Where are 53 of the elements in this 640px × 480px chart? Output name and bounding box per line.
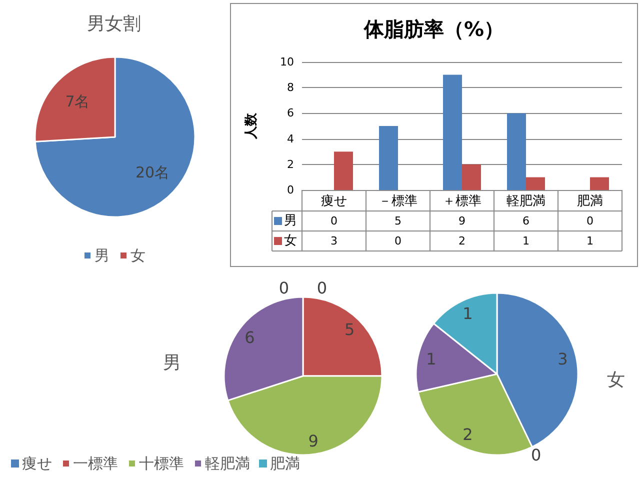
bar — [379, 126, 398, 190]
data-label: 1 — [462, 304, 473, 323]
chart-title: 男女割 — [87, 14, 141, 34]
x-tick-label: 軽肥満 — [506, 194, 546, 209]
data-label: 5 — [344, 320, 355, 339]
data-label: 2 — [462, 425, 473, 444]
data-label: 3 — [330, 234, 338, 248]
data-label: 6 — [522, 214, 530, 228]
bar — [443, 74, 462, 190]
y-tick-label: 6 — [287, 106, 294, 120]
legend-label: 軽肥満 — [205, 454, 250, 472]
text: 0 — [316, 278, 328, 298]
legend-label: 肥満 — [270, 454, 300, 472]
x-tick-label: －標準 — [378, 194, 418, 209]
bar — [507, 113, 526, 190]
data-label: 6 — [244, 328, 255, 347]
y-axis-title: 人数 — [244, 112, 259, 140]
legend-label: 一標準 — [73, 454, 118, 472]
legend-label: 男 — [284, 214, 297, 228]
bar — [526, 177, 545, 190]
y-tick-label: 0 — [287, 184, 294, 196]
data-label: 7名 — [65, 92, 90, 111]
data-label: 1 — [586, 234, 594, 248]
bar — [334, 152, 353, 190]
data-label: 0 — [394, 234, 402, 248]
legend-label: 十標準 — [139, 454, 184, 472]
y-tick-label: 2 — [287, 158, 294, 171]
data-label: 5 — [394, 214, 402, 228]
x-tick-label: 痩せ — [321, 194, 347, 209]
legend-label: 男 — [94, 246, 110, 264]
data-label: 3 — [558, 349, 568, 368]
legend-label: 女 — [284, 234, 297, 248]
data-label: 0 — [330, 214, 338, 228]
chart-title: 体脂肪率（%） — [362, 17, 504, 41]
slice-label: 女 — [607, 370, 625, 390]
y-tick-label: 4 — [287, 132, 294, 146]
slice-label: 男 — [163, 352, 181, 374]
data-label: 20名 — [135, 163, 170, 182]
y-tick-label: 8 — [287, 81, 294, 94]
y-tick-label: 10 — [280, 56, 294, 68]
legend-label: 痩せ — [22, 454, 52, 472]
text: 0 — [530, 446, 542, 465]
x-tick-label: ＋標準 — [442, 194, 482, 209]
x-tick-label: 肥満 — [577, 194, 603, 209]
data-label: 1 — [522, 234, 530, 248]
data-label: 1 — [426, 349, 436, 368]
data-label: 9 — [458, 214, 466, 228]
bar — [462, 164, 481, 190]
data-label: 0 — [586, 214, 594, 228]
bar — [590, 177, 609, 190]
data-label: 9 — [308, 432, 318, 451]
data-label: 2 — [458, 234, 466, 248]
legend-label: 女 — [130, 246, 146, 264]
